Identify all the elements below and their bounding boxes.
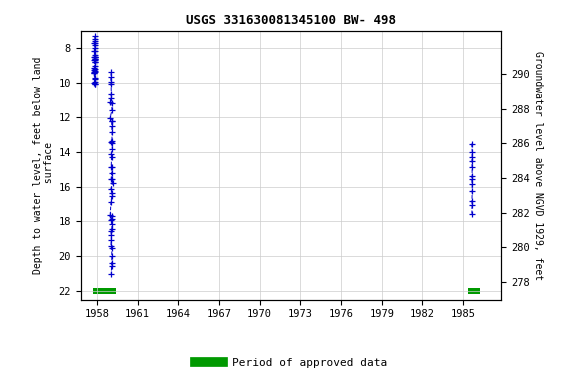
Y-axis label: Depth to water level, feet below land
 surface: Depth to water level, feet below land su…: [33, 56, 54, 274]
Legend: Period of approved data: Period of approved data: [191, 353, 391, 372]
Y-axis label: Groundwater level above NGVD 1929, feet: Groundwater level above NGVD 1929, feet: [533, 51, 544, 280]
Title: USGS 331630081345100 BW- 498: USGS 331630081345100 BW- 498: [186, 14, 396, 27]
